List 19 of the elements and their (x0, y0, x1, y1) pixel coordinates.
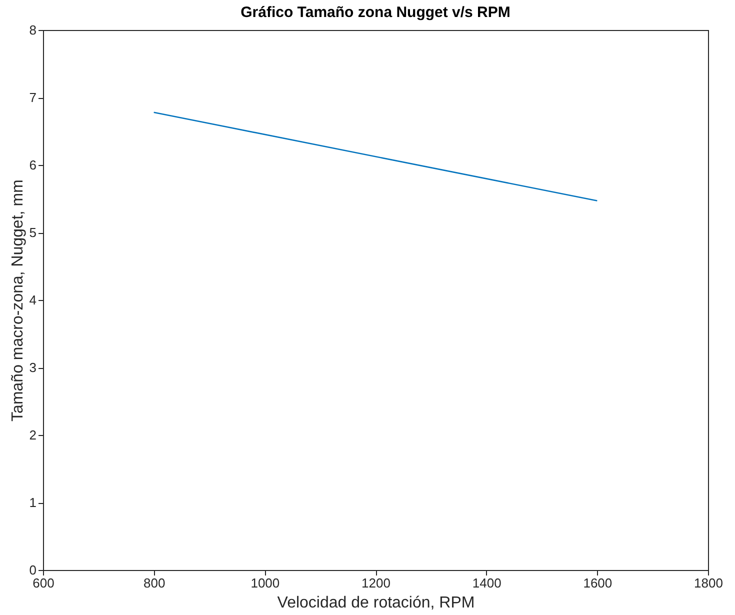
x-tick-label: 1000 (250, 576, 280, 590)
x-tick-label: 600 (32, 576, 54, 590)
y-tick-label: 3 (29, 360, 36, 375)
y-tick-label: 8 (29, 22, 36, 38)
y-tick-label: 5 (29, 225, 36, 240)
x-axis-title: Velocidad de rotación, RPM (277, 594, 475, 612)
x-tick-label: 1400 (472, 576, 502, 590)
x-tick-label: 1800 (694, 576, 723, 590)
y-tick-label: 1 (29, 495, 36, 510)
y-axis-title: Tamaño macro-zona, Nugget, mm (9, 180, 26, 422)
y-tick-label: 4 (29, 292, 36, 308)
y-tick-label: 7 (29, 90, 36, 105)
x-tick-label: 800 (143, 576, 166, 590)
x-tick-label: 1600 (583, 576, 612, 590)
chart-title: Gráfico Tamaño zona Nugget v/s RPM (240, 4, 510, 21)
y-tick-label: 0 (29, 562, 36, 578)
y-tick-label: 2 (29, 428, 36, 442)
y-tick-label: 6 (29, 158, 36, 172)
x-tick-label: 1200 (362, 576, 390, 590)
